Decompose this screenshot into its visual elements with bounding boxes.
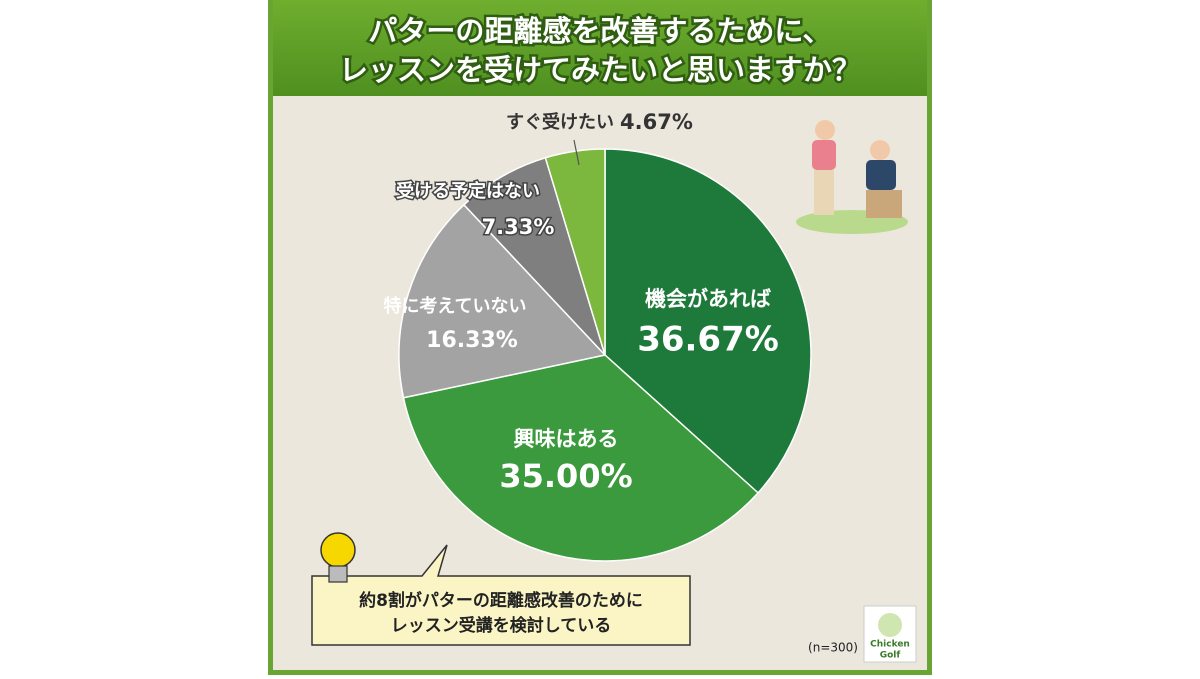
callout-text: レッスン受講を検討している <box>391 615 612 636</box>
callout-text: 約8割がパターの距離感改善のために <box>359 590 643 611</box>
logo-text: Golf <box>880 651 901 661</box>
logo-text: Chicken <box>870 640 910 650</box>
pie: 機会があれば 36.67% 興味はある 35.00% 特に考えていない 16.33% 受ける… <box>383 110 812 562</box>
callout-bubble <box>311 544 691 646</box>
lightbulb <box>328 565 348 583</box>
illustration <box>812 140 836 170</box>
pie-slice <box>604 148 812 494</box>
slice-label: すぐ受けたい <box>506 111 614 133</box>
chart-title: レッスンを受けてみたいと思いますか？ <box>339 53 861 87</box>
leader-line <box>573 139 580 166</box>
lightbulb <box>320 532 356 568</box>
pie-slice <box>544 148 606 356</box>
illustration <box>866 160 896 190</box>
value-label: 35.00% <box>499 457 632 495</box>
illustration <box>815 120 835 140</box>
illustration <box>814 170 834 215</box>
sample-note: (n=300) <box>808 641 858 655</box>
title-banner <box>273 0 927 96</box>
slice-label: 機会があれば <box>645 287 771 311</box>
value-label: 7.33% <box>482 215 555 239</box>
value-label: 4.67% <box>620 110 693 134</box>
value-label: 16.33% <box>426 328 518 353</box>
slice-label: 興味はある <box>514 427 619 451</box>
value-label: 36.67% <box>637 320 779 360</box>
slice-label: 特に考えていない <box>383 295 526 317</box>
illustration <box>870 140 890 160</box>
illustration <box>866 190 902 218</box>
pie-slice <box>398 203 607 399</box>
chart-title: パターの距離感を改善するために、 <box>368 14 831 48</box>
slice-label: 受ける予定はない <box>396 180 540 202</box>
pie-slice <box>402 354 760 562</box>
logo <box>878 613 902 637</box>
